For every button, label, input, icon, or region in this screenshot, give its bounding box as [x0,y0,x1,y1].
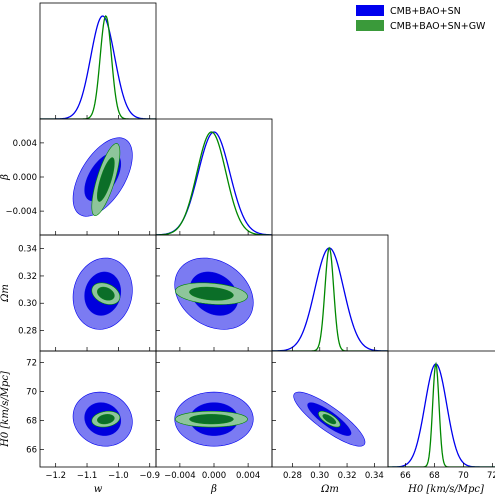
legend-swatch-cmb-bao-sn [356,5,384,16]
contour-68-w-Omega_m-cmb-bao-sn-gw [97,286,115,301]
panel-Omega_m-content [272,246,388,351]
x-axis-label-H0: H0 [km/s/Mpc] [407,484,484,495]
y-axis-label-Omega_m: Ωm [0,284,11,303]
y-tick-label-H0: 66 [26,446,37,456]
contour-68-beta-Omega_m-cmb-bao-sn-gw [189,286,234,301]
posterior-curve-w-cmb-bao-sn [40,15,156,119]
y-tick-label-beta: 0.004 [13,139,37,149]
panel-Omega_m-H0: 0.28 0.30 0.32 0.34 [271,350,389,481]
panel-w-beta: −0.004 0.000 0.004 [6,118,157,236]
x-tick-label-w: −1.1 [77,471,98,481]
x-tick-label-beta: −0.004 [164,471,195,481]
y-tick-label-H0: 70 [26,388,37,398]
y-tick-label-beta: −0.004 [6,207,37,217]
x-tick-label-w: −1.2 [45,471,66,481]
posterior-curve-H0-cmb-bao-sn-gw [388,361,495,467]
panel-H0-frame [387,350,495,468]
contour-68-beta-H0-cmb-bao-sn-gw [189,414,234,425]
y-tick-label-Omega_m: 0.30 [18,299,37,309]
panel-w-frame [39,2,157,120]
panel-beta-Omega_m [155,234,273,352]
x-tick-label-H0: 70 [458,471,469,481]
y-tick-label-beta: 0.000 [13,173,37,183]
y-tick-label-Omega_m: 0.28 [18,327,37,337]
legend-label-cmb-bao-sn-gw: CMB+BAO+SN+GW [390,21,486,32]
legend-swatch-cmb-bao-sn-gw [356,20,384,31]
legend-label-cmb-bao-sn: CMB+BAO+SN [390,6,461,17]
contour-68-Omega_m-H0-cmb-bao-sn-gw [322,414,337,425]
panel-beta-H0-content [174,391,254,447]
posterior-curve-Omega_m-cmb-bao-sn [272,247,388,351]
panel-w-content [40,15,156,119]
panel-w-H0: −1.2 −1.1 −1.0 −0.9 66 68 70 72 [26,350,160,481]
y-tick-label-H0: 68 [26,417,37,427]
panel-Omega_m [271,234,389,352]
y-tick-label-Omega_m: 0.34 [18,245,37,255]
posterior-curve-beta-cmb-bao-sn [156,131,272,235]
panel-w-H0-content [72,391,133,447]
panel-w-beta-content [72,137,133,217]
x-axis-label-w: w [94,484,103,495]
contour-68-w-H0-cmb-bao-sn-gw [97,414,115,425]
y-axis-label-beta: β [0,174,11,181]
x-axis-label-Omega_m: Ωm [320,484,339,495]
panel-Omega_m-H0-content [293,391,366,447]
panel-w-Omega_m-content [72,257,133,330]
posterior-curve-Omega_m-cmb-bao-sn-gw [272,246,388,351]
panel-w [39,2,157,120]
panel-beta [155,118,273,236]
x-tick-label-Omega_m: 0.28 [283,471,302,481]
x-axis-label-beta: β [210,484,217,495]
contour-68-w-beta-cmb-bao-sn-gw [97,157,115,202]
panel-H0: 66 68 70 72 [387,350,495,481]
x-tick-label-Omega_m: 0.32 [338,471,357,481]
panel-beta-content [156,131,272,235]
y-axis-label-H0: H0 [km/s/Mpc] [0,371,11,448]
posterior-curve-w-cmb-bao-sn-gw [40,15,156,119]
legend: CMB+BAO+SN CMB+BAO+SN+GW [356,5,486,32]
posterior-curve-beta-cmb-bao-sn-gw [156,131,272,235]
y-tick-label-H0: 72 [26,359,37,369]
panel-w-Omega_m: 0.28 0.30 0.32 0.34 [18,234,157,352]
x-tick-label-H0: 66 [400,471,411,481]
panel-H0-content [388,361,495,467]
x-tick-label-w: −1.0 [108,471,129,481]
panel-beta-H0: −0.004 0.000 0.004 [155,350,273,481]
x-tick-label-beta: 0.000 [202,471,226,481]
x-tick-label-Omega_m: 0.34 [365,471,384,481]
x-tick-label-H0: 68 [429,471,440,481]
x-tick-label-beta: 0.004 [236,471,260,481]
x-tick-label-H0: 72 [487,471,495,481]
posterior-curve-H0-cmb-bao-sn [388,363,495,467]
panel-beta-Omega_m-content [174,257,254,330]
y-tick-label-Omega_m: 0.32 [18,272,37,282]
panel-beta-frame [155,118,273,236]
x-tick-label-w: −0.9 [139,471,160,481]
x-tick-label-Omega_m: 0.30 [310,471,329,481]
